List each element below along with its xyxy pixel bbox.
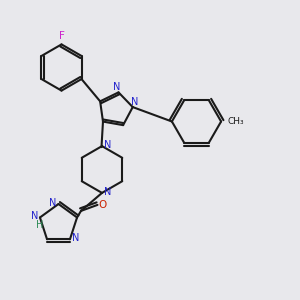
Text: N: N [50, 197, 57, 208]
Text: F: F [58, 31, 64, 41]
Text: H: H [36, 220, 43, 230]
Text: N: N [31, 211, 38, 221]
Text: CH₃: CH₃ [228, 117, 244, 126]
Text: N: N [130, 97, 138, 107]
Text: N: N [104, 140, 111, 151]
Text: O: O [99, 200, 107, 210]
Text: N: N [113, 82, 121, 92]
Text: N: N [104, 187, 111, 197]
Text: N: N [72, 233, 79, 243]
